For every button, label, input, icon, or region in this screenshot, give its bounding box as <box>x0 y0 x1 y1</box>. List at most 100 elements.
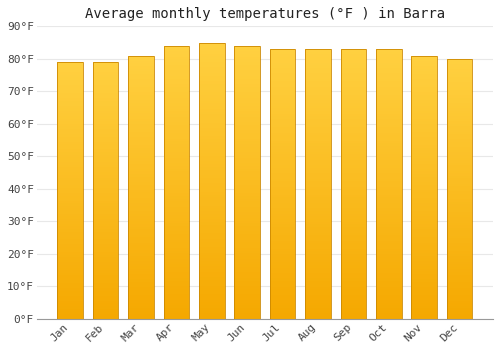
Bar <box>270 287 295 289</box>
Bar <box>199 51 224 54</box>
Bar <box>376 297 402 300</box>
Bar <box>199 294 224 297</box>
Bar <box>340 273 366 276</box>
Bar <box>340 90 366 92</box>
Bar <box>305 311 330 314</box>
Bar <box>58 306 83 309</box>
Bar <box>447 186 472 189</box>
Bar <box>376 65 402 68</box>
Bar <box>199 81 224 84</box>
Bar <box>199 261 224 264</box>
Bar <box>234 103 260 106</box>
Bar <box>340 133 366 135</box>
Bar <box>164 147 189 149</box>
Bar <box>305 95 330 98</box>
Bar <box>93 177 118 180</box>
Bar <box>58 83 83 85</box>
Bar <box>270 184 295 187</box>
Bar <box>270 243 295 246</box>
Bar <box>270 141 295 144</box>
Bar <box>270 278 295 281</box>
Bar <box>128 69 154 71</box>
Bar <box>340 173 366 176</box>
Bar <box>376 103 402 106</box>
Bar <box>376 284 402 287</box>
Bar <box>447 88 472 90</box>
Bar <box>128 240 154 243</box>
Bar <box>199 78 224 81</box>
Bar <box>199 305 224 308</box>
Bar <box>234 114 260 117</box>
Bar <box>305 117 330 119</box>
Bar <box>376 57 402 60</box>
Bar <box>128 293 154 295</box>
Bar <box>412 150 437 153</box>
Bar <box>128 201 154 203</box>
Bar <box>234 243 260 245</box>
Bar <box>234 251 260 253</box>
Bar <box>128 295 154 298</box>
Bar <box>199 125 224 128</box>
Bar <box>93 149 118 152</box>
Bar <box>128 116 154 119</box>
Bar <box>199 164 224 167</box>
Bar <box>305 308 330 311</box>
Bar <box>164 90 189 92</box>
Bar <box>93 67 118 70</box>
Bar <box>412 240 437 243</box>
Bar <box>234 292 260 294</box>
Bar <box>164 57 189 60</box>
Bar <box>128 266 154 269</box>
Bar <box>412 69 437 71</box>
Bar <box>376 243 402 246</box>
Bar <box>412 153 437 156</box>
Bar <box>199 288 224 291</box>
Bar <box>447 228 472 230</box>
Bar <box>128 56 154 319</box>
Bar <box>234 278 260 281</box>
Bar <box>128 227 154 229</box>
Bar <box>93 250 118 252</box>
Bar <box>376 79 402 82</box>
Bar <box>376 214 402 216</box>
Bar <box>340 165 366 168</box>
Bar <box>412 248 437 250</box>
Bar <box>340 87 366 90</box>
Bar <box>270 100 295 103</box>
Bar <box>58 170 83 173</box>
Bar <box>376 181 402 184</box>
Bar <box>58 90 83 93</box>
Bar <box>93 265 118 267</box>
Bar <box>164 119 189 122</box>
Bar <box>412 66 437 69</box>
Bar <box>164 256 189 259</box>
Bar <box>58 188 83 190</box>
Bar <box>305 306 330 308</box>
Bar <box>234 308 260 311</box>
Bar <box>447 178 472 181</box>
Bar <box>58 309 83 311</box>
Bar <box>199 214 224 217</box>
Bar <box>412 237 437 240</box>
Bar <box>447 275 472 277</box>
Bar <box>305 144 330 146</box>
Bar <box>93 270 118 273</box>
Bar <box>164 215 189 218</box>
Bar <box>376 157 402 160</box>
Bar <box>93 316 118 319</box>
Bar <box>305 49 330 319</box>
Bar <box>164 289 189 292</box>
Bar <box>199 76 224 78</box>
Bar <box>234 144 260 147</box>
Bar <box>128 287 154 290</box>
Bar <box>447 93 472 95</box>
Bar <box>58 93 83 96</box>
Bar <box>376 98 402 100</box>
Bar <box>58 80 83 83</box>
Bar <box>93 152 118 154</box>
Bar <box>199 203 224 205</box>
Bar <box>376 246 402 249</box>
Bar <box>58 288 83 290</box>
Bar <box>93 311 118 314</box>
Bar <box>270 314 295 316</box>
